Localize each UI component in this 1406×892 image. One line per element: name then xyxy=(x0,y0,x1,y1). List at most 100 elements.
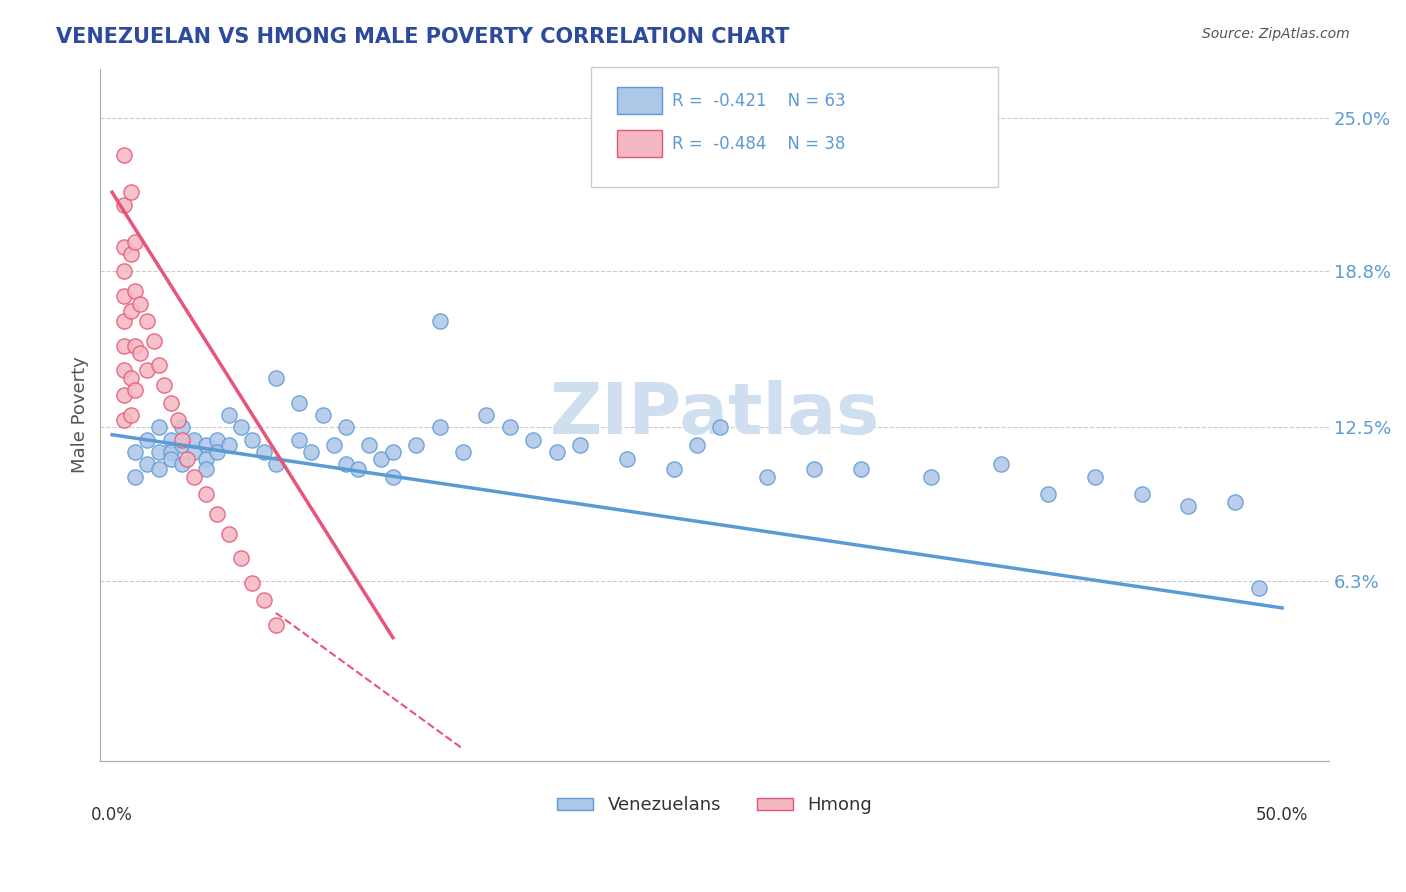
Point xyxy=(183,445,205,459)
Point xyxy=(124,338,146,352)
Point xyxy=(112,363,135,377)
Point xyxy=(183,470,205,484)
Point xyxy=(194,452,217,467)
Point xyxy=(522,433,544,447)
Point xyxy=(218,437,240,451)
Point xyxy=(112,413,135,427)
Point xyxy=(264,458,287,472)
Point xyxy=(264,618,287,632)
Point xyxy=(229,551,252,566)
Point xyxy=(546,445,568,459)
Point xyxy=(152,378,174,392)
Point xyxy=(129,296,152,310)
Point xyxy=(112,264,135,278)
Point xyxy=(172,437,194,451)
Point xyxy=(264,371,287,385)
Point xyxy=(569,437,592,451)
Point xyxy=(112,338,135,352)
Point xyxy=(124,445,146,459)
Point xyxy=(242,576,264,591)
Point xyxy=(120,304,142,318)
Point xyxy=(136,433,159,447)
Point xyxy=(359,437,381,451)
Point xyxy=(335,458,357,472)
Point xyxy=(148,462,170,476)
Point xyxy=(176,452,198,467)
Point xyxy=(756,470,779,484)
Point xyxy=(849,462,872,476)
Point xyxy=(159,445,181,459)
Point xyxy=(194,487,217,501)
Point xyxy=(183,433,205,447)
Point xyxy=(159,452,181,467)
Text: VENEZUELAN VS HMONG MALE POVERTY CORRELATION CHART: VENEZUELAN VS HMONG MALE POVERTY CORRELA… xyxy=(56,27,790,46)
Point xyxy=(112,289,135,303)
Point xyxy=(381,445,404,459)
Point xyxy=(112,197,135,211)
Point xyxy=(124,235,146,249)
Point xyxy=(346,462,368,476)
Point xyxy=(1225,494,1247,508)
Point xyxy=(124,284,146,298)
Point xyxy=(475,408,498,422)
Point xyxy=(194,437,217,451)
Point xyxy=(662,462,685,476)
Point xyxy=(148,420,170,434)
Y-axis label: Male Poverty: Male Poverty xyxy=(72,357,89,474)
Text: Source: ZipAtlas.com: Source: ZipAtlas.com xyxy=(1202,27,1350,41)
Point xyxy=(172,458,194,472)
Point xyxy=(124,470,146,484)
Point xyxy=(218,408,240,422)
Point xyxy=(429,314,451,328)
Point xyxy=(194,462,217,476)
Point xyxy=(335,420,357,434)
Point xyxy=(143,334,166,348)
Point xyxy=(253,445,276,459)
Point xyxy=(803,462,825,476)
Point xyxy=(311,408,333,422)
Point xyxy=(253,593,276,607)
Point xyxy=(288,433,311,447)
Point xyxy=(120,186,142,200)
Point xyxy=(429,420,451,434)
Point xyxy=(136,314,159,328)
Point xyxy=(1084,470,1107,484)
Point xyxy=(172,433,194,447)
Text: R =  -0.484    N = 38: R = -0.484 N = 38 xyxy=(672,135,845,153)
Point xyxy=(112,314,135,328)
Point xyxy=(120,247,142,261)
Point xyxy=(129,346,152,360)
Point xyxy=(112,388,135,402)
Point xyxy=(288,395,311,409)
Point xyxy=(218,526,240,541)
Point xyxy=(499,420,522,434)
Point xyxy=(242,433,264,447)
Point xyxy=(124,383,146,397)
Point xyxy=(616,452,638,467)
Point xyxy=(686,437,709,451)
Point xyxy=(148,359,170,373)
Point xyxy=(166,413,188,427)
Point xyxy=(709,420,731,434)
Point xyxy=(159,395,181,409)
Point xyxy=(381,470,404,484)
Text: ZIPatlas: ZIPatlas xyxy=(550,380,880,450)
Point xyxy=(136,458,159,472)
Point xyxy=(299,445,322,459)
Point xyxy=(1177,500,1199,514)
Point xyxy=(172,420,194,434)
Point xyxy=(323,437,346,451)
Point xyxy=(207,433,229,447)
Point xyxy=(207,445,229,459)
Text: R =  -0.421    N = 63: R = -0.421 N = 63 xyxy=(672,92,845,110)
Point xyxy=(1247,581,1270,595)
Point xyxy=(159,433,181,447)
Point xyxy=(112,148,135,162)
Point xyxy=(451,445,474,459)
Point xyxy=(990,458,1012,472)
Point xyxy=(136,363,159,377)
Point xyxy=(207,507,229,521)
Point xyxy=(1130,487,1153,501)
Point xyxy=(229,420,252,434)
Point xyxy=(920,470,942,484)
